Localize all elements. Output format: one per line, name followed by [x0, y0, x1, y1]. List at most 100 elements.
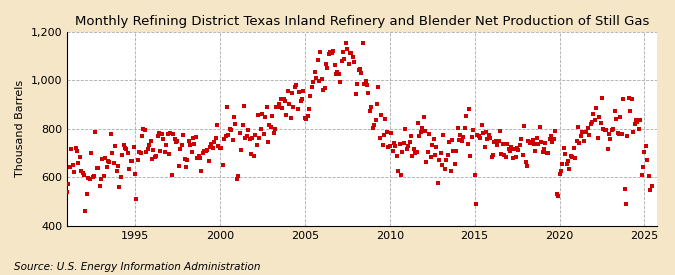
Point [364, 109, 375, 113]
Point [318, 88, 329, 92]
Point [244, 136, 255, 141]
Point [97, 156, 108, 161]
Point [145, 138, 156, 143]
Point [234, 131, 245, 136]
Point [198, 151, 209, 155]
Point [300, 115, 310, 120]
Point [628, 130, 639, 134]
Point [90, 130, 101, 134]
Point [454, 138, 464, 142]
Point [92, 166, 103, 170]
Point [264, 123, 275, 127]
Point [380, 117, 391, 121]
Point [182, 158, 193, 163]
Point [114, 185, 125, 189]
Point [126, 159, 136, 164]
Point [263, 140, 273, 144]
Point [138, 127, 149, 131]
Point [284, 101, 294, 106]
Point [346, 51, 357, 55]
Point [305, 94, 316, 98]
Point [163, 152, 174, 156]
Point [80, 209, 91, 213]
Point [301, 117, 312, 122]
Point [615, 115, 626, 119]
Point [69, 170, 80, 175]
Point [184, 139, 194, 144]
Point [246, 152, 256, 156]
Point [238, 103, 249, 108]
Point [514, 143, 525, 147]
Point [142, 146, 153, 151]
Point [537, 150, 548, 154]
Point [261, 104, 272, 109]
Point [522, 163, 533, 168]
Point [614, 132, 624, 137]
Point [612, 131, 623, 136]
Point [294, 90, 304, 94]
Point [551, 191, 562, 196]
Point [645, 188, 655, 192]
Point [583, 126, 593, 131]
Point [575, 134, 586, 138]
Point [326, 50, 337, 55]
Point [111, 168, 122, 173]
Point [567, 155, 578, 159]
Point [503, 147, 514, 152]
Point [418, 115, 429, 119]
Point [315, 50, 326, 55]
Point [220, 134, 231, 138]
Point [431, 145, 442, 149]
Point [216, 146, 227, 151]
Point [124, 166, 135, 171]
Point [281, 113, 292, 118]
Point [353, 68, 364, 73]
Point [544, 137, 555, 141]
Point [401, 147, 412, 151]
Point [403, 144, 414, 148]
Point [325, 49, 335, 54]
Point [398, 141, 409, 145]
Point [74, 155, 85, 159]
Point [553, 194, 564, 198]
Point [78, 173, 89, 177]
Point [608, 127, 619, 131]
Point [257, 112, 268, 117]
Point [556, 168, 566, 173]
Point [452, 126, 463, 131]
Point [63, 182, 74, 186]
Point [336, 59, 347, 63]
Point [332, 69, 343, 74]
Point [622, 134, 633, 138]
Point [632, 119, 643, 124]
Point [601, 128, 612, 132]
Point [392, 154, 402, 158]
Point [342, 46, 352, 51]
Point [333, 72, 344, 76]
Point [539, 147, 549, 151]
Point [576, 129, 587, 134]
Point [286, 116, 296, 120]
Point [459, 126, 470, 130]
Point [486, 155, 497, 159]
Point [322, 65, 333, 70]
Point [242, 133, 252, 138]
Point [282, 89, 293, 93]
Point [227, 138, 238, 142]
Point [543, 151, 554, 155]
Point [404, 140, 415, 144]
Point [128, 145, 139, 149]
Point [572, 125, 583, 130]
Point [506, 144, 517, 149]
Point [461, 114, 472, 118]
Point [369, 122, 379, 127]
Point [309, 70, 320, 74]
Point [132, 158, 143, 162]
Point [215, 146, 225, 151]
Point [367, 126, 378, 130]
Point [625, 109, 636, 114]
Point [535, 125, 545, 130]
Point [193, 154, 204, 158]
Point [390, 144, 401, 148]
Point [310, 76, 321, 81]
